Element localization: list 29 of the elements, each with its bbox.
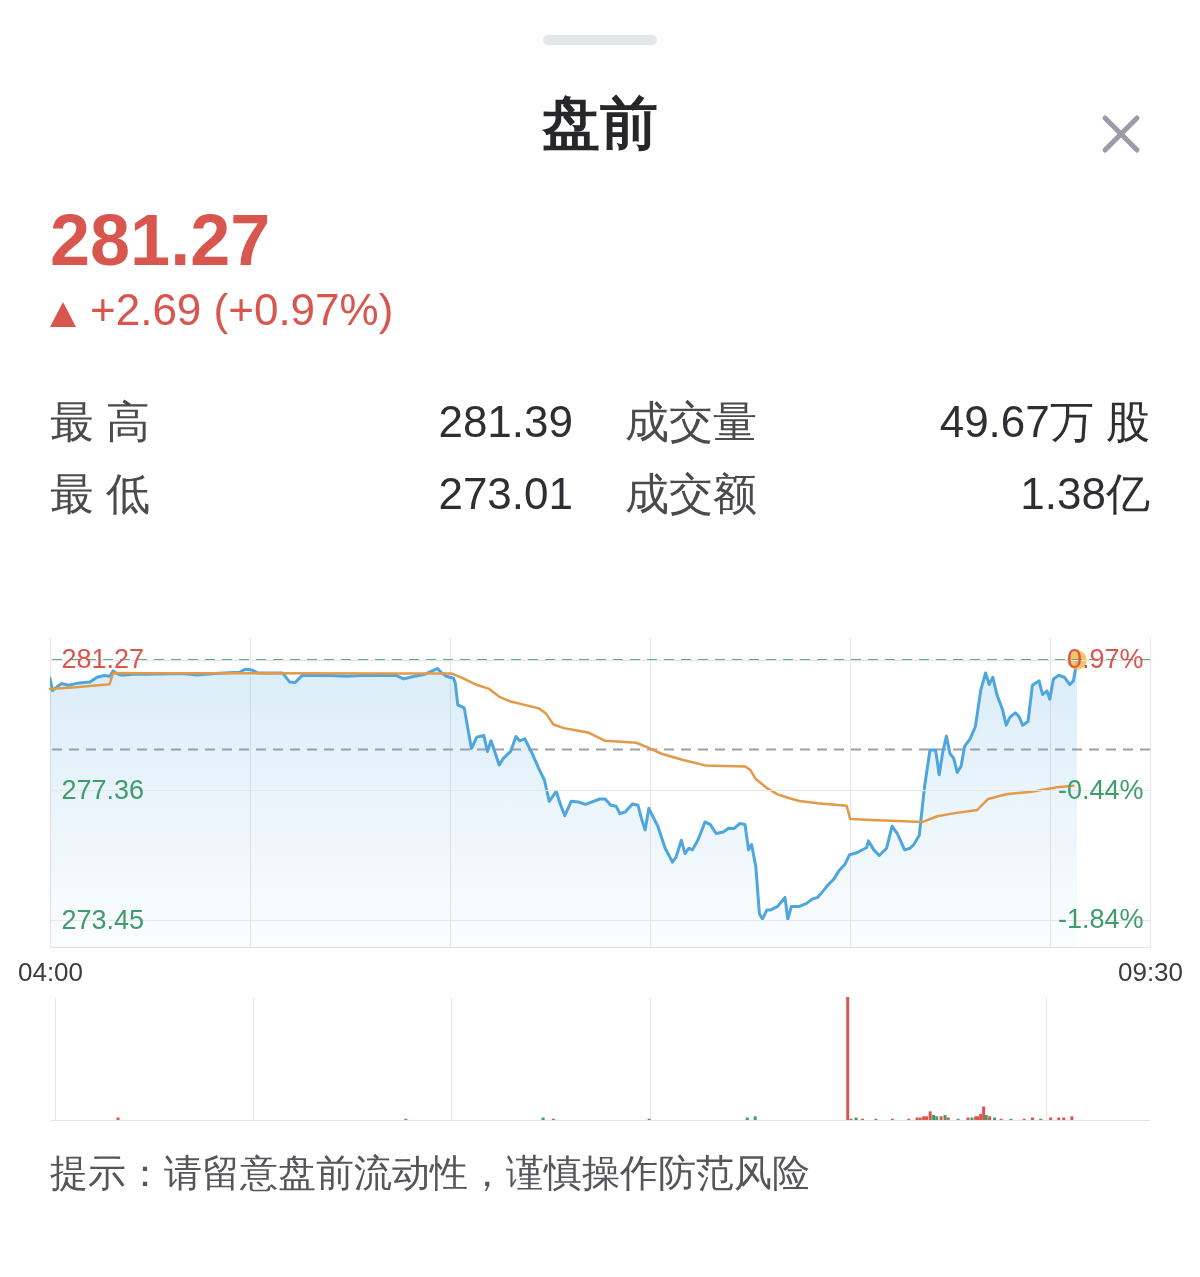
text: 最 低 <box>50 469 151 518</box>
bar <box>1070 1116 1074 1120</box>
bar <box>922 1116 926 1120</box>
text: +2.69 (+0.97%) <box>90 285 394 334</box>
bar <box>988 1116 992 1120</box>
y-tick-label: 277.36 <box>61 774 145 805</box>
text: 最 高 <box>50 397 151 446</box>
bar <box>982 1106 986 1120</box>
text: 281.39 <box>438 397 573 446</box>
y2-tick-label: -0.44% <box>1057 774 1144 805</box>
text: 273.01 <box>438 469 573 518</box>
text: 成交量 <box>625 397 757 446</box>
y-tick-label: 273.45 <box>61 904 145 935</box>
y-tick-label: 281.27 <box>61 644 145 675</box>
bar <box>939 1116 943 1120</box>
bar <box>846 997 850 1120</box>
text: 成交额 <box>625 469 757 518</box>
y2-tick-label: -1.84% <box>1057 904 1144 935</box>
bar <box>935 1116 939 1120</box>
bar <box>928 1111 932 1120</box>
bar <box>932 1115 936 1120</box>
text: 1.38亿 <box>1020 469 1150 518</box>
bar <box>984 1115 988 1120</box>
x-tick-label: 09:30 <box>1117 956 1184 987</box>
text: 49.67万 股 <box>939 397 1150 446</box>
bar <box>753 1116 757 1120</box>
text: 盘前 <box>541 89 659 157</box>
text: 提示：请留意盘前流动性，谨慎操作防范风险 <box>50 1151 810 1196</box>
x-tick-label: 04:00 <box>17 956 84 987</box>
